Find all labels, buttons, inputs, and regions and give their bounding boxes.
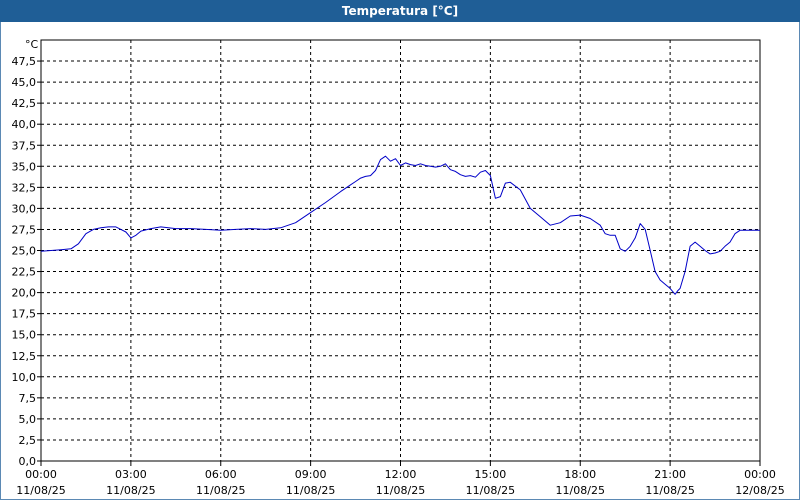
- x-tick-date-label: 11/08/25: [106, 484, 155, 497]
- x-tick-time-label: 03:00: [115, 468, 147, 481]
- y-tick-label: 35,0: [12, 160, 37, 173]
- temperature-series-line: [40, 155, 760, 295]
- x-tick-time-label: 09:00: [295, 468, 327, 481]
- x-tick-time-label: 00:00: [25, 468, 57, 481]
- x-tick-date-label: 11/08/25: [16, 484, 65, 497]
- y-tick-label: 25,0: [12, 245, 37, 258]
- chart-panel: 0,0 2,5 5,0 7,5 10,0 12,5 15,0 17,5 20,0 22,5 25,0…: [0, 22, 800, 500]
- x-tick-time-label: 00:00: [744, 468, 776, 481]
- x-tick-time-label: 15:00: [475, 468, 507, 481]
- y-tick-label: 30,0: [12, 202, 37, 215]
- y-tick-label: 45,0: [12, 76, 37, 89]
- y-tick-label: 20,0: [12, 287, 37, 300]
- x-tick-time-label: 06:00: [205, 468, 237, 481]
- x-axis-ticks: 00:00 11/08/25 03:00 11/08/25 06:00 11/08/25 0…: [16, 461, 785, 497]
- y-tick-label: 5,0: [19, 413, 37, 426]
- y-axis-ticks: 0,0 2,5 5,0 7,5 10,0 12,5 15,0 17,5 20,0 22,5 25,0…: [12, 55, 41, 468]
- x-tick-date-label: 11/08/25: [466, 484, 515, 497]
- y-tick-label: 37,5: [12, 139, 37, 152]
- y-tick-label: 47,5: [12, 55, 37, 68]
- x-tick-time-label: 21:00: [654, 468, 686, 481]
- y-tick-label: 32,5: [12, 181, 37, 194]
- y-axis-unit-label: °C: [25, 38, 39, 51]
- y-tick-label: 22,5: [12, 266, 37, 279]
- x-tick-time-label: 18:00: [564, 468, 596, 481]
- y-tick-label: 40,0: [12, 118, 37, 131]
- y-tick-label: 42,5: [12, 97, 37, 110]
- y-tick-label: 12,5: [12, 350, 37, 363]
- x-tick-date-label: 12/08/25: [735, 484, 784, 497]
- x-tick-time-label: 12:00: [385, 468, 417, 481]
- y-tick-label: 7,5: [19, 392, 37, 405]
- x-tick-date-label: 11/08/25: [376, 484, 425, 497]
- x-tick-date-label: 11/08/25: [286, 484, 335, 497]
- y-tick-label: 10,0: [12, 371, 37, 384]
- x-tick-date-label: 11/08/25: [556, 484, 605, 497]
- window-title: Temperatura [°C]: [0, 0, 800, 23]
- y-tick-label: 2,5: [19, 434, 37, 447]
- grid-lines: [41, 40, 760, 461]
- series-group: [40, 155, 760, 295]
- y-tick-label: 17,5: [12, 308, 37, 321]
- temperature-chart: 0,0 2,5 5,0 7,5 10,0 12,5 15,0 17,5 20,0 22,5 25,0…: [12, 38, 785, 497]
- y-tick-label: 27,5: [12, 223, 37, 236]
- plot-area: [40, 39, 761, 462]
- y-tick-label: 0,0: [19, 455, 37, 468]
- x-tick-date-label: 11/08/25: [196, 484, 245, 497]
- y-tick-label: 15,0: [12, 329, 37, 342]
- x-tick-date-label: 11/08/25: [645, 484, 694, 497]
